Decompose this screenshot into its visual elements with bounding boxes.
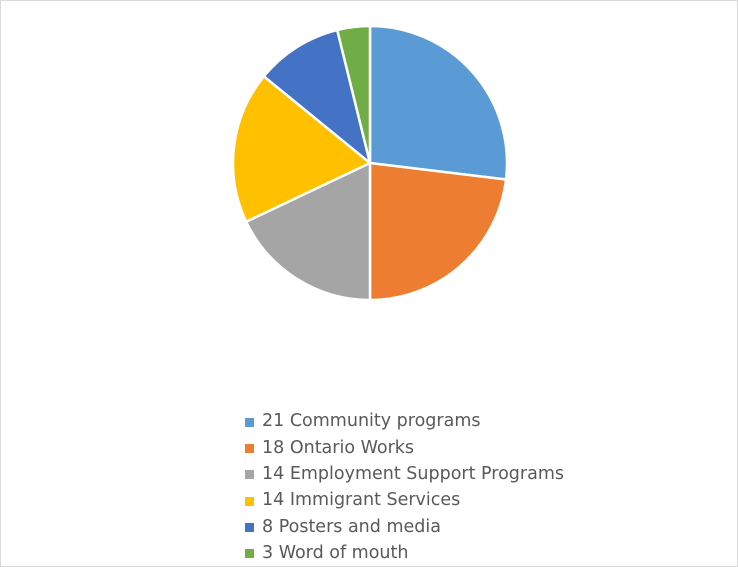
pie-slice-employment-support-programs bbox=[244, 161, 372, 302]
pie-slice-posters-and-media bbox=[262, 28, 372, 165]
pie-slice-immigrant-services bbox=[231, 75, 372, 223]
legend-label: 18 Ontario Works bbox=[262, 437, 415, 458]
legend-item-ontario-works: 18 Ontario Works bbox=[245, 435, 564, 461]
legend-swatch bbox=[245, 522, 254, 532]
legend-item-word-of-mouth: 3 Word of mouth bbox=[245, 540, 564, 566]
legend-label: 14 Employment Support Programs bbox=[262, 463, 564, 484]
legend-swatch bbox=[245, 443, 254, 453]
legend-label: 3 Word of mouth bbox=[262, 542, 409, 563]
chart-legend: 21 Community programs 18 Ontario Works 1… bbox=[245, 409, 564, 567]
legend-swatch bbox=[245, 417, 254, 427]
legend-swatch bbox=[245, 470, 254, 480]
legend-label: 21 Community programs bbox=[262, 411, 481, 432]
legend-swatch bbox=[245, 549, 254, 559]
pie-slices bbox=[231, 24, 509, 302]
legend-swatch bbox=[245, 496, 254, 506]
legend-label: 8 Posters and media bbox=[262, 516, 441, 537]
legend-item-community-programs: 21 Community programs bbox=[245, 409, 564, 435]
pie-slice-word-of-mouth bbox=[335, 24, 372, 165]
pie-slice-ontario-works bbox=[368, 161, 508, 302]
legend-label: 14 Immigrant Services bbox=[262, 490, 461, 511]
legend-item-immigrant-services: 14 Immigrant Services bbox=[245, 488, 564, 514]
legend-item-posters-and-media: 8 Posters and media bbox=[245, 514, 564, 540]
legend-item-employment-support-programs: 14 Employment Support Programs bbox=[245, 462, 564, 488]
pie-slice-community-programs bbox=[368, 24, 509, 181]
